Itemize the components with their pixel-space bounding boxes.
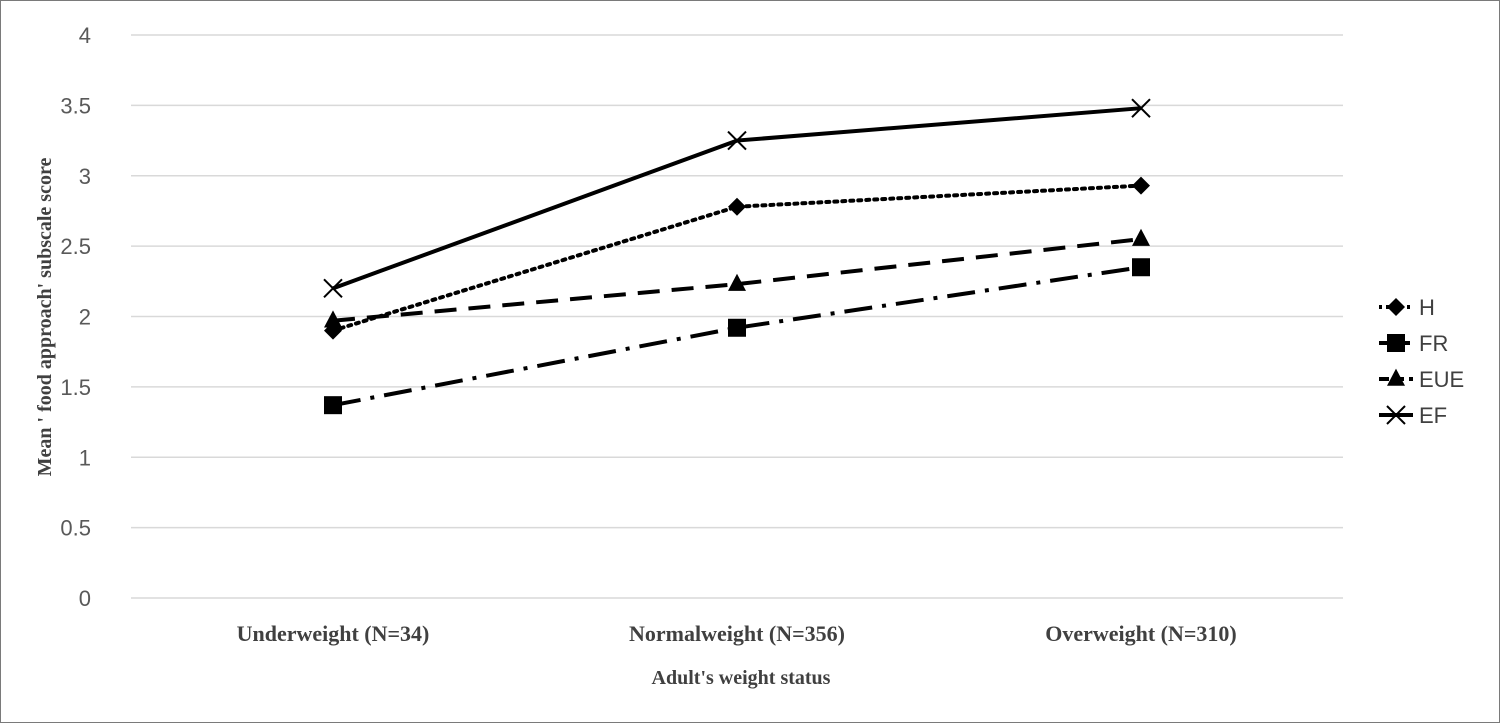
legend-label-ef: EF (1419, 403, 1447, 428)
legend-marker-fr (1387, 334, 1405, 352)
data-point-eue (324, 310, 342, 328)
data-point-eue (728, 273, 746, 291)
data-point-h (1132, 176, 1150, 195)
data-point-eue (1132, 228, 1150, 246)
legend-marker-h (1387, 298, 1405, 316)
legend-label-eue: EUE (1419, 367, 1464, 392)
y-tick-label: 2.5 (60, 234, 91, 259)
y-tick-label: 3.5 (60, 93, 91, 118)
x-category-label: Normalweight (N=356) (629, 621, 845, 646)
x-category-label: Overweight (N=310) (1045, 621, 1237, 646)
data-point-ef (323, 278, 343, 299)
legend-label-h: H (1419, 295, 1435, 320)
legend: H FR EUE EF (1379, 295, 1464, 428)
y-tick-label: 1.5 (60, 375, 91, 400)
legend-marker-eue (1387, 368, 1405, 386)
data-point-fr (324, 396, 342, 415)
y-tick-label: 4 (79, 23, 91, 48)
x-axis-categories: Underweight (N=34) Normalweight (N=356) Ov… (237, 621, 1237, 646)
legend-label-fr: FR (1419, 331, 1448, 356)
legend-marker-ef (1386, 405, 1406, 425)
data-point-ef (727, 130, 747, 151)
x-axis-title: Adult's weight status (652, 667, 831, 689)
data-point-fr (728, 318, 746, 337)
series-group (323, 98, 1151, 415)
data-point-ef (1131, 98, 1151, 118)
data-point-h (728, 197, 746, 216)
y-tick-label: 0.5 (60, 516, 91, 541)
data-point-fr (1132, 258, 1150, 277)
x-category-label: Underweight (N=34) (237, 621, 430, 646)
y-tick-label: 2 (79, 305, 91, 330)
y-tick-label: 1 (79, 445, 91, 470)
y-tick-label: 3 (79, 164, 91, 189)
series-line-fr (332, 265, 1142, 408)
y-axis-title: Mean ' food approach' subscale score (34, 158, 56, 477)
y-tick-label: 0 (79, 586, 91, 611)
gridlines (131, 34, 1343, 599)
y-axis-ticks: 0 0.5 1 1.5 2 2.5 3 3.5 4 (60, 23, 91, 611)
